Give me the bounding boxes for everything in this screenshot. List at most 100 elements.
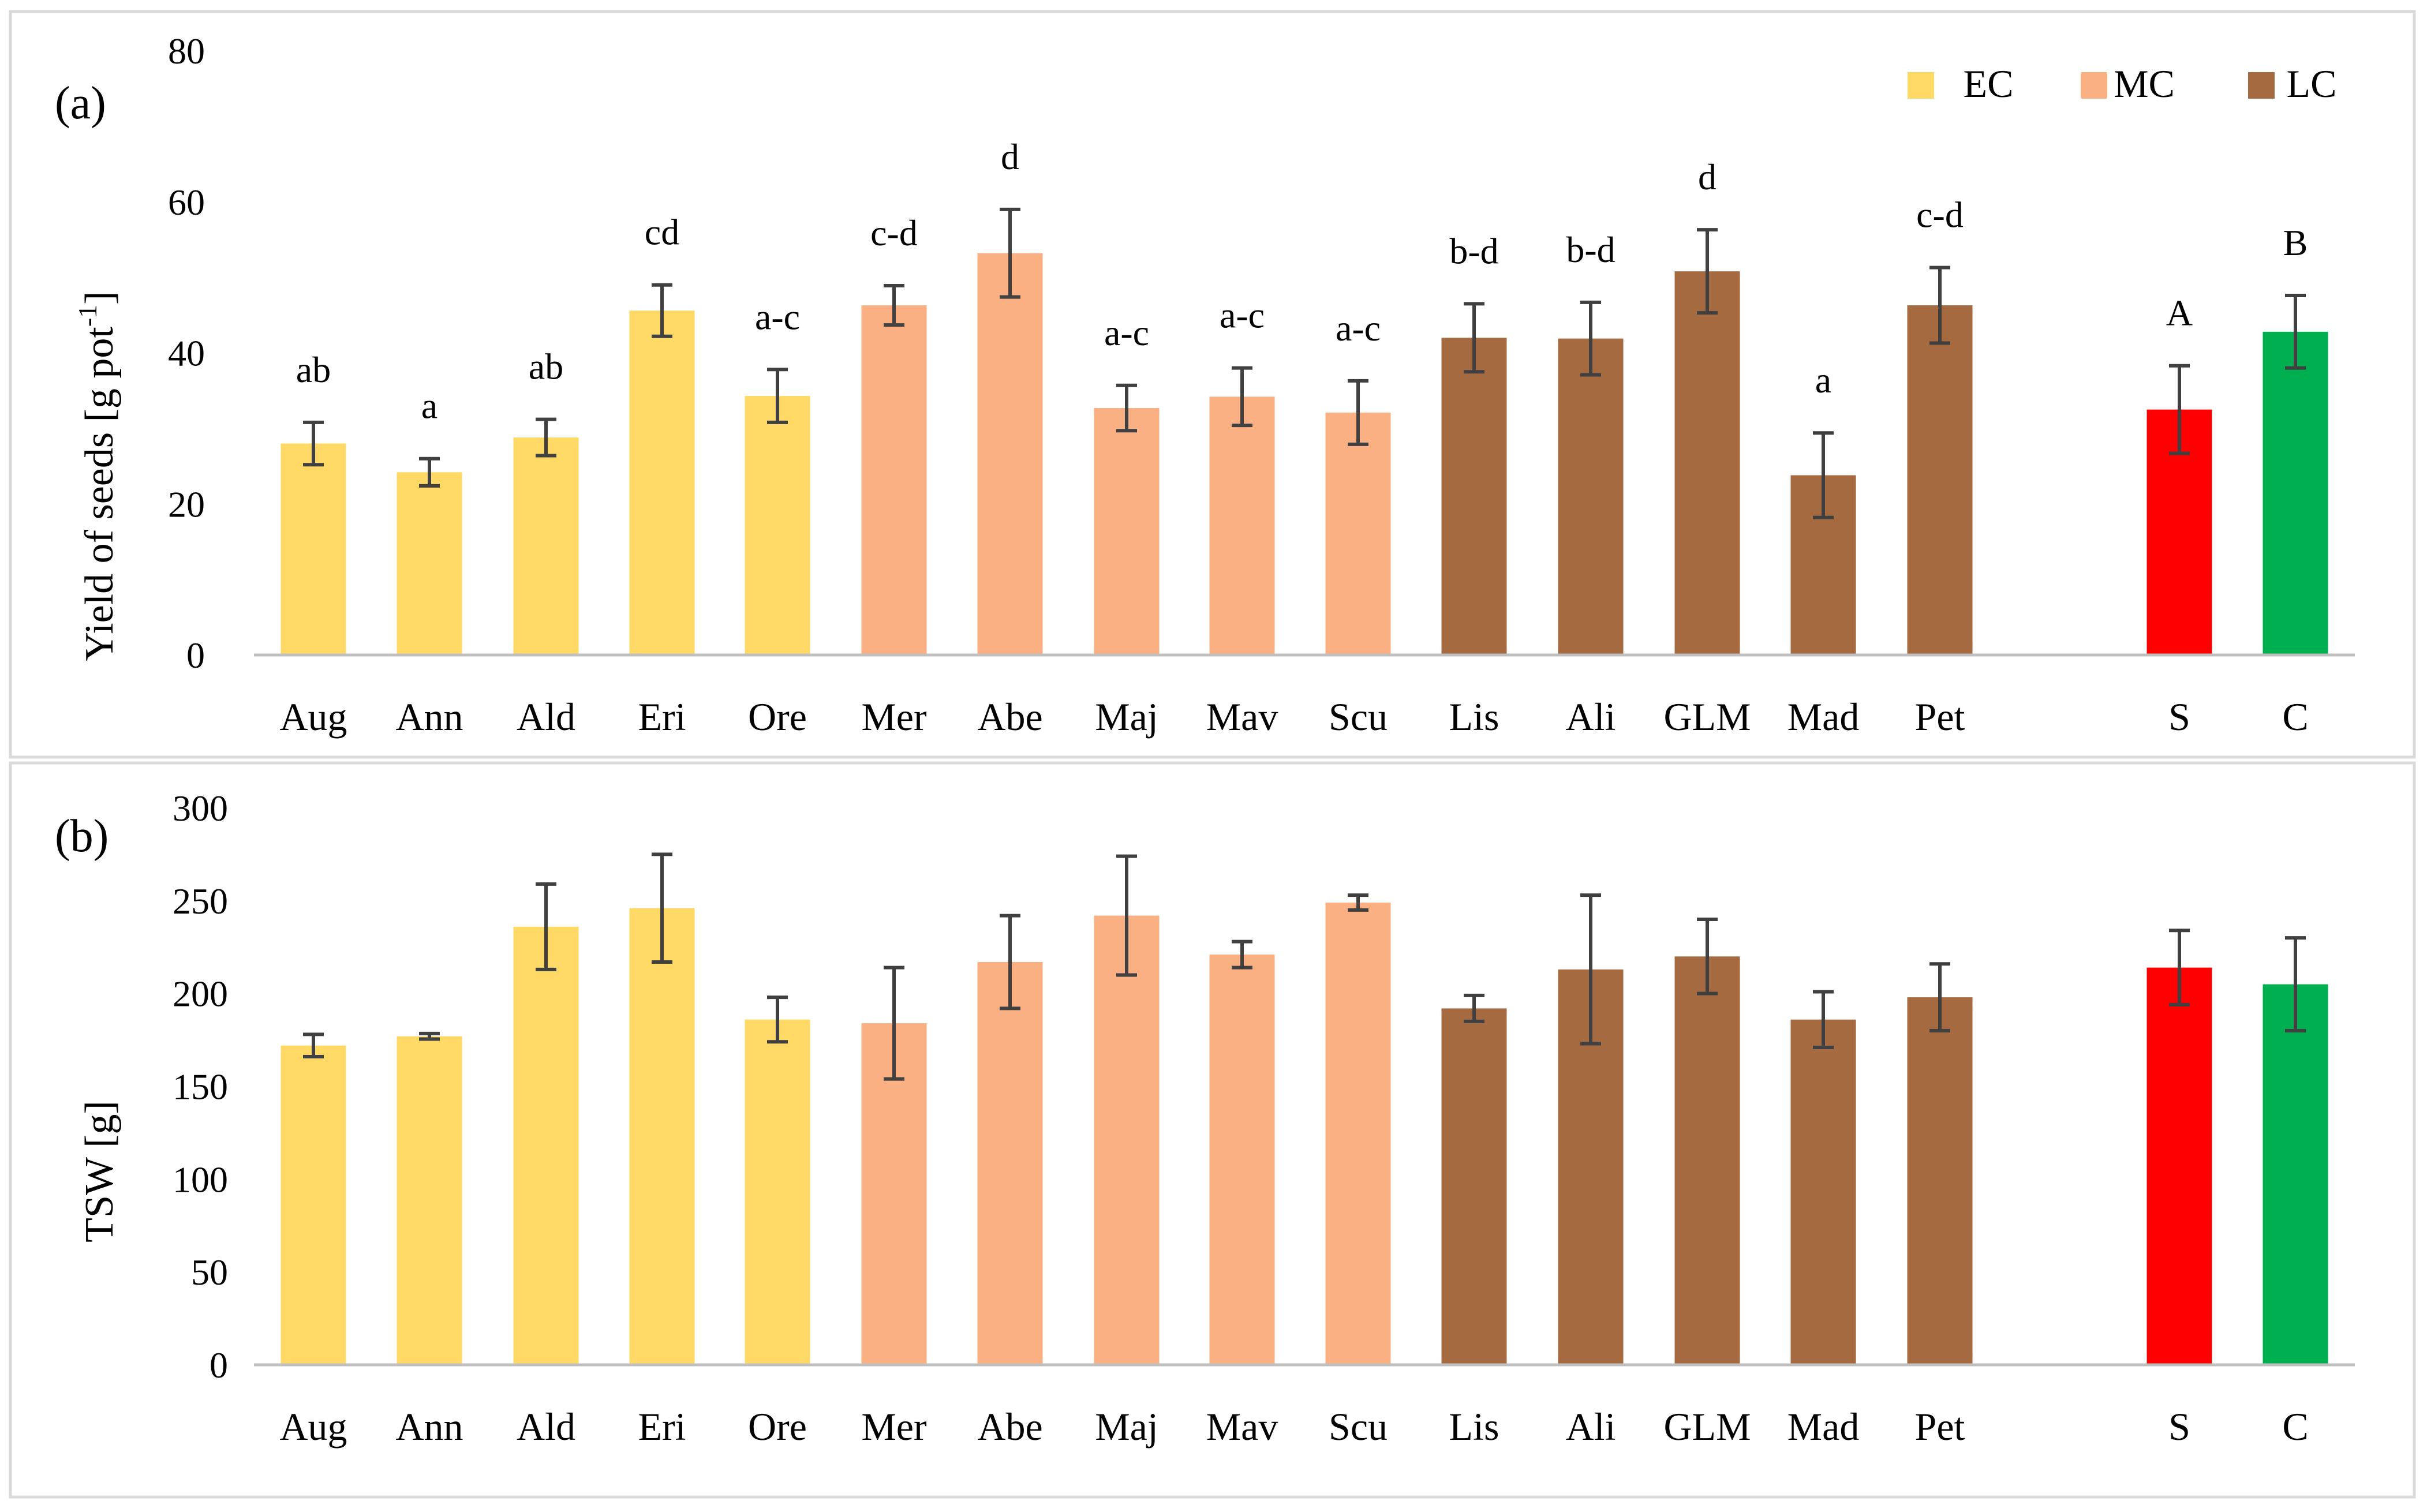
chart-marks-layer: 0 20 40 60 80 Aug ab Ann a Ald ab Eri cd Ore a-c Mer c-d… (168, 31, 2355, 1449)
panel-b-ytick-label: 150 (173, 1066, 228, 1107)
panel-a-bar-abe (977, 253, 1043, 655)
panel-b-bar-ald (513, 926, 579, 1365)
panel-a-xtick-label: Ali (1566, 695, 1616, 739)
panel-a-xtick-label: C (2282, 695, 2308, 739)
panel-b-bar-scu (1325, 903, 1391, 1365)
panel-b-bar-glm (1674, 956, 1740, 1365)
panel-b-bar-eri (629, 908, 695, 1365)
panel-b-label: (b) (55, 811, 109, 862)
panel-a-bar-aug (281, 443, 346, 655)
panel-b-xtick-label: Aug (279, 1405, 347, 1449)
panel-a-xtick-label: Lis (1449, 695, 1499, 739)
panel-b-bar-maj (1094, 915, 1160, 1365)
panel-a-bar-mav (1209, 396, 1275, 655)
panel-a-xtick-label: Abe (977, 695, 1042, 739)
panel-b-bar-ann (397, 1036, 462, 1365)
panel-a-ytick-label: 60 (168, 182, 205, 223)
panel-a-xtick-label: Scu (1329, 695, 1388, 739)
panel-a-ytick-label: 40 (168, 333, 205, 374)
panel-b-xtick-label: Abe (977, 1405, 1042, 1449)
panel-b-ytick-label: 0 (210, 1345, 228, 1386)
panel-a-xtick-label: Eri (638, 695, 686, 739)
panel-a-significance-label: b-d (1566, 229, 1615, 270)
panel-a-significance-label: d (1001, 136, 1019, 177)
panel-a-significance-label: a-c (1220, 295, 1265, 336)
panel-a-frame (9, 10, 2416, 759)
panel-a-bar-ald (513, 437, 579, 655)
panel-a-ytick-label: 0 (186, 635, 205, 676)
panel-a-xtick-label: Aug (279, 695, 347, 739)
panel-b-xtick-label: Eri (638, 1405, 686, 1449)
panel-a-xtick-label: Mad (1787, 695, 1860, 739)
panel-a-significance-label: ab (529, 346, 563, 387)
panel-b-bar-ore (745, 1019, 810, 1365)
panel-b-xtick-label: Ann (395, 1405, 463, 1449)
panel-a-label: (a) (55, 78, 106, 129)
panel-b-xtick-label: C (2282, 1405, 2308, 1449)
legend-swatch-ec (1908, 72, 1934, 99)
panel-b-xtick-label: S (2168, 1405, 2190, 1449)
panel-b-xtick-label: Pet (1915, 1405, 1965, 1449)
panel-b-xtick-label: Mav (1206, 1405, 1278, 1449)
panel-a-xtick-label: Mav (1206, 695, 1278, 739)
panel-b-xtick-label: Ore (748, 1405, 807, 1449)
panel-b-xtick-label: Mer (861, 1405, 927, 1449)
panel-a-significance-label: cd (645, 212, 679, 253)
panel-a-significance-label: c-d (1916, 194, 1964, 235)
panel-b-bar-s (2146, 967, 2212, 1365)
panel-a-significance-label: a (421, 386, 437, 426)
panel-b-bar-pet (1907, 997, 1973, 1365)
panel-b-bar-abe (977, 961, 1043, 1365)
panel-a-xtick-label: Ore (748, 695, 807, 739)
legend-label-mc: MC (2114, 62, 2175, 106)
panel-b-xtick-label: Maj (1095, 1405, 1158, 1449)
panel-b-xtick-label: Ali (1566, 1405, 1616, 1449)
panel-a-xtick-label: GLM (1663, 695, 1751, 739)
panel-a-significance-label: a-c (755, 296, 800, 337)
panel-b-frame (9, 761, 2416, 1499)
legend-label-lc: LC (2287, 62, 2337, 106)
panel-a-significance-label: a (1815, 360, 1831, 401)
panel-a-significance-label: b-d (1449, 230, 1498, 271)
panel-b-xtick-label: Scu (1329, 1405, 1388, 1449)
panel-a-significance-label: d (1698, 156, 1717, 197)
panel-b-ytick-label: 300 (173, 788, 228, 829)
panel-b-xtick-label: Ald (517, 1405, 575, 1449)
panel-a-significance-label: ab (296, 349, 331, 390)
panel-a-bar-mer (861, 305, 927, 655)
panel-a-bar-ali (1558, 338, 1624, 655)
panel-a-xtick-label: Maj (1095, 695, 1158, 739)
panel-a-xtick-label: Mer (861, 695, 927, 739)
panel-b-ytick-label: 250 (173, 881, 228, 922)
panel-a-bar-c (2263, 331, 2328, 655)
panel-b-bar-lis (1441, 1008, 1507, 1365)
panel-a-ytick-label: 80 (168, 31, 205, 72)
panel-b-xtick-label: Mad (1787, 1405, 1860, 1449)
panel-b-bar-aug (281, 1045, 346, 1365)
panel-a-ytick-label: 20 (168, 484, 205, 525)
panel-a-bar-glm (1674, 271, 1740, 655)
panel-a-significance-label: A (2166, 293, 2193, 334)
panel-b-bar-c (2263, 984, 2328, 1365)
panel-b-bar-mad (1790, 1019, 1856, 1365)
panel-a-bar-maj (1094, 408, 1160, 655)
panel-a-significance-label: a-c (1336, 308, 1381, 349)
panel-a-bar-pet (1907, 305, 1973, 655)
panel-b-xtick-label: GLM (1663, 1405, 1751, 1449)
panel-a-significance-label: c-d (870, 212, 918, 253)
panel-b-bar-mav (1209, 955, 1275, 1365)
panel-b-ytick-label: 50 (191, 1252, 228, 1293)
panel-a-significance-label: a-c (1104, 312, 1149, 353)
panel-a-bar-lis (1441, 338, 1507, 655)
panel-a-bar-ore (745, 396, 810, 655)
legend-swatch-mc (2081, 72, 2107, 99)
panel-b-xtick-label: Lis (1449, 1405, 1499, 1449)
panel-a-bar-scu (1325, 412, 1391, 655)
panel-a-bar-eri (629, 310, 695, 655)
legend-label-ec: EC (1964, 62, 2014, 106)
panel-b-ytick-label: 100 (173, 1159, 228, 1200)
panel-a-y-axis-label: Yield of seeds [g pot-1] (73, 291, 122, 661)
panel-a-xtick-label: Pet (1915, 695, 1965, 739)
